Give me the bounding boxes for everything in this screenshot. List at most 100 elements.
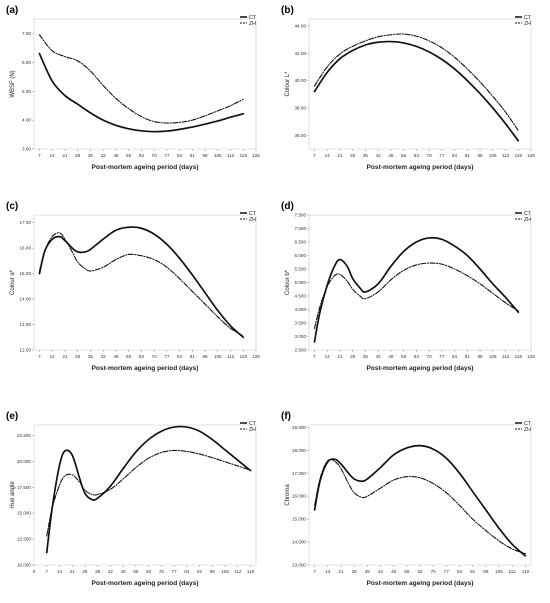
- y-tick-label: 3.500: [295, 321, 307, 326]
- x-tick-label: 35: [95, 569, 101, 574]
- y-tick-label: 7.00: [22, 31, 31, 36]
- panel-label: (f): [281, 411, 291, 422]
- x-tick-label: 14: [325, 153, 331, 158]
- x-tick-label: 70: [159, 569, 165, 574]
- y-tick-label: 12.00: [20, 348, 32, 353]
- x-tick-label: 105: [214, 354, 222, 359]
- x-axis-title: Post-mortem ageing period (days): [367, 365, 474, 372]
- x-tick-label: 21: [62, 153, 68, 158]
- panel-label: (e): [6, 411, 18, 422]
- y-tick-label: 7.500: [295, 213, 307, 218]
- x-tick-label: 28: [75, 354, 81, 359]
- y-tick-label: 5.500: [295, 267, 307, 272]
- y-tick-label: 5.00: [22, 89, 31, 94]
- x-tick-label: 42: [378, 569, 384, 574]
- series-line-zh: [38, 34, 244, 124]
- series-line-zh: [314, 458, 526, 555]
- x-tick-label: 119: [522, 569, 530, 574]
- y-axis-title: Chroma: [285, 484, 291, 506]
- legend-label-zh: ZH: [524, 427, 531, 433]
- x-tick-label: 49: [113, 153, 119, 158]
- series-line-ct: [38, 226, 245, 339]
- x-tick-label: 77: [439, 354, 445, 359]
- x-tick-label: 112: [502, 354, 510, 359]
- x-tick-label: 126: [252, 153, 260, 158]
- x-tick-label: 105: [489, 153, 497, 158]
- x-tick-label: 42: [101, 354, 107, 359]
- chart-panel-1: (a) 7 14 21 28 35 42 49 56 63 70 77 84 91 98 105 112 119 1…: [6, 5, 260, 171]
- x-tick-label: 112: [502, 153, 510, 158]
- x-tick-label: 70: [431, 569, 437, 574]
- x-tick-label: 105: [214, 153, 222, 158]
- x-tick-label: 35: [88, 153, 94, 158]
- x-tick-label: 98: [477, 153, 483, 158]
- chart-panel-5: (e) 0 7 14 21 28 35 42 49 56 63 70 77 84 91 98 105 112 119…: [6, 411, 257, 587]
- legend-label-ct: CT: [249, 421, 257, 427]
- legend-label-zh: ZH: [524, 21, 531, 27]
- x-tick-label: 91: [465, 153, 471, 158]
- y-axis-title: Colour a*: [10, 269, 16, 295]
- legend-label-zh: ZH: [249, 217, 256, 223]
- series-line-ct: [313, 444, 527, 557]
- y-tick-label: 16.00: [20, 246, 32, 251]
- y-tick-label: 15.000: [292, 517, 306, 522]
- chart-panel-4: (d) 7 14 21 28 35 42 49 56 63 70 77 84 91 98 105 112 119 1…: [281, 201, 535, 372]
- x-tick-label: 28: [350, 153, 356, 158]
- x-tick-label: 56: [126, 153, 132, 158]
- x-tick-label: 56: [133, 569, 139, 574]
- x-tick-label: 63: [139, 354, 145, 359]
- x-tick-label: 119: [240, 153, 248, 158]
- plot-area: [308, 18, 532, 150]
- x-axis-title: Post-mortem ageing period (days): [92, 580, 199, 587]
- y-tick-label: 6.00: [22, 60, 31, 65]
- y-axis-title: Hue angle: [10, 481, 16, 509]
- x-tick-label: 105: [221, 569, 229, 574]
- series-line-ct: [313, 236, 520, 343]
- x-tick-label: 0: [33, 569, 36, 574]
- x-tick-label: 84: [452, 354, 458, 359]
- x-tick-label: 126: [252, 354, 260, 359]
- x-tick-label: 63: [414, 354, 420, 359]
- legend-label-zh: ZH: [249, 21, 256, 27]
- x-tick-label: 28: [352, 569, 358, 574]
- x-tick-label: 70: [427, 153, 433, 158]
- x-tick-label: 28: [82, 569, 88, 574]
- series-line-ct: [313, 40, 520, 142]
- y-tick-label: 4.00: [22, 118, 31, 123]
- y-tick-label: 13.000: [292, 563, 306, 568]
- x-tick-label: 63: [417, 569, 423, 574]
- x-tick-label: 91: [190, 354, 196, 359]
- x-tick-label: 14: [50, 153, 56, 158]
- y-tick-label: 10.000: [17, 563, 31, 568]
- y-axis-title: WBSF (N): [10, 70, 16, 97]
- plot-area: [33, 424, 257, 566]
- y-tick-label: 15.000: [17, 511, 31, 516]
- x-tick-label: 56: [126, 354, 132, 359]
- y-tick-label: 18.000: [292, 448, 306, 453]
- y-tick-label: 12.500: [17, 537, 31, 542]
- y-tick-label: 13.00: [20, 322, 32, 327]
- y-tick-label: 14.00: [20, 297, 32, 302]
- x-tick-label: 119: [247, 569, 255, 574]
- y-tick-label: 5.000: [295, 280, 307, 285]
- x-tick-label: 14: [50, 354, 56, 359]
- y-tick-label: 22.500: [17, 433, 31, 438]
- x-tick-label: 112: [227, 153, 235, 158]
- series-line-zh: [46, 449, 252, 537]
- series-line-zh: [313, 262, 519, 329]
- x-axis-title: Post-mortem ageing period (days): [92, 365, 199, 372]
- x-tick-label: 91: [465, 354, 471, 359]
- y-tick-label: 20.000: [17, 459, 31, 464]
- x-tick-label: 49: [388, 153, 394, 158]
- panel-label: (c): [6, 201, 18, 212]
- y-tick-label: 3.00: [22, 147, 31, 152]
- x-tick-label: 42: [376, 354, 382, 359]
- chart-panel-3: (c) 7 14 21 28 35 42 49 56 63 70 77 84 91 98 105 112 119 1…: [6, 201, 260, 372]
- legend-label-ct: CT: [524, 421, 532, 427]
- y-tick-label: 7.000: [295, 226, 307, 231]
- x-tick-label: 35: [88, 354, 94, 359]
- plot-area: [33, 18, 257, 150]
- x-tick-label: 7: [313, 153, 316, 158]
- x-tick-label: 7: [38, 354, 41, 359]
- x-axis-title: Post-mortem ageing period (days): [367, 580, 474, 587]
